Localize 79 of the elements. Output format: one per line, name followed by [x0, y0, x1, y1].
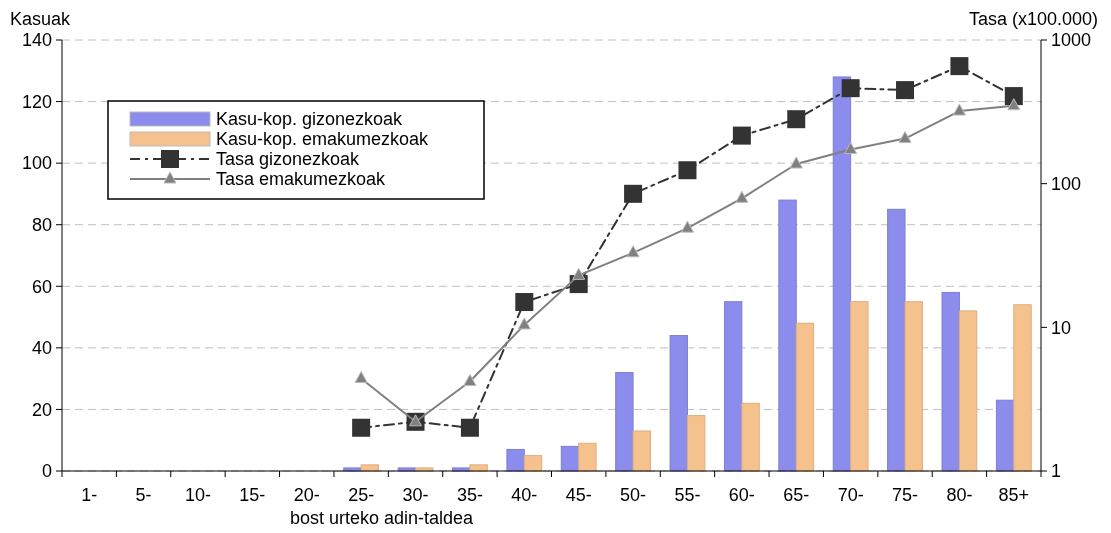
x-tick-label: 45- — [565, 485, 592, 505]
bar — [578, 442, 597, 472]
bar — [506, 448, 525, 472]
x-tick-label: 75- — [892, 485, 919, 505]
point — [678, 161, 697, 180]
x-tick-label: 80- — [946, 485, 973, 505]
y-tick-label: 60 — [31, 276, 52, 297]
y-tick-label: 140 — [21, 30, 52, 51]
bar — [887, 208, 906, 472]
point — [898, 131, 912, 144]
point — [789, 156, 803, 169]
y-tick-label: 120 — [21, 91, 52, 112]
point — [624, 184, 643, 203]
legend-label: Kasu-kop. emakumezkoak — [216, 129, 430, 150]
legend-label: Tasa gizonezkoak — [216, 149, 361, 170]
bar — [741, 402, 760, 472]
x-tick-label: 1- — [81, 485, 98, 505]
point — [515, 293, 534, 312]
point — [950, 57, 969, 76]
legend-label: Kasu-kop. gizonezkoak — [216, 109, 404, 130]
point — [626, 245, 640, 258]
point — [517, 317, 531, 330]
bar — [850, 301, 869, 472]
x-tick-label: 10- — [184, 485, 211, 505]
y-tick-label: 20 — [31, 399, 52, 420]
y-tick-label: 80 — [31, 215, 52, 236]
x-tick-label: 25- — [348, 485, 375, 505]
bar — [669, 335, 688, 472]
point — [732, 126, 751, 145]
bar — [795, 322, 815, 472]
y-tick-label: 0 — [41, 461, 52, 482]
x-tick-label: 15- — [239, 485, 266, 505]
x-tick-label: 35- — [456, 485, 483, 505]
point — [460, 418, 479, 437]
bar — [832, 76, 852, 472]
bar — [778, 199, 797, 472]
bar — [523, 455, 543, 472]
x-tick-label: 40- — [511, 485, 538, 505]
point — [354, 371, 368, 384]
x-tick-label: 20- — [293, 485, 320, 505]
point — [1004, 87, 1023, 106]
x-tick-label: 60- — [728, 485, 755, 505]
x-tick-label: 65- — [783, 485, 810, 505]
x-tick-label: 5- — [135, 485, 152, 505]
y2-tick-label: 1 — [1051, 461, 1062, 482]
point — [352, 418, 371, 437]
y-axis-title: Kasuak — [10, 9, 72, 29]
x-axis-title: bost urteko adin-taldea — [289, 508, 475, 528]
bar — [904, 301, 923, 472]
bar — [615, 371, 634, 472]
x-tick-label: 70- — [837, 485, 864, 505]
bar — [1013, 304, 1032, 472]
bar — [723, 301, 743, 472]
bar — [686, 415, 706, 472]
bar — [995, 399, 1015, 472]
bar — [958, 310, 978, 472]
point — [680, 220, 694, 233]
y-tick-label: 100 — [21, 153, 52, 174]
y2-tick-label: 1000 — [1051, 30, 1092, 51]
point — [896, 81, 915, 100]
point — [735, 190, 749, 203]
legend-label: Tasa emakumezkoak — [216, 169, 387, 190]
y2-tick-label: 100 — [1051, 173, 1082, 194]
bar — [941, 291, 960, 472]
y2-tick-label: 10 — [1051, 317, 1072, 338]
x-tick-label: 55- — [674, 485, 701, 505]
point — [952, 103, 966, 116]
point — [841, 79, 860, 98]
point — [572, 267, 586, 280]
point — [1007, 98, 1021, 111]
x-tick-label: 50- — [620, 485, 647, 505]
x-tick-label: 85+ — [998, 485, 1030, 505]
point — [787, 110, 806, 129]
y-tick-label: 40 — [31, 338, 52, 359]
x-tick-label: 30- — [402, 485, 429, 505]
y2-axis-title: Tasa (x100.000) — [968, 9, 1098, 29]
point — [844, 141, 858, 154]
bar — [632, 430, 651, 472]
point — [463, 373, 477, 386]
